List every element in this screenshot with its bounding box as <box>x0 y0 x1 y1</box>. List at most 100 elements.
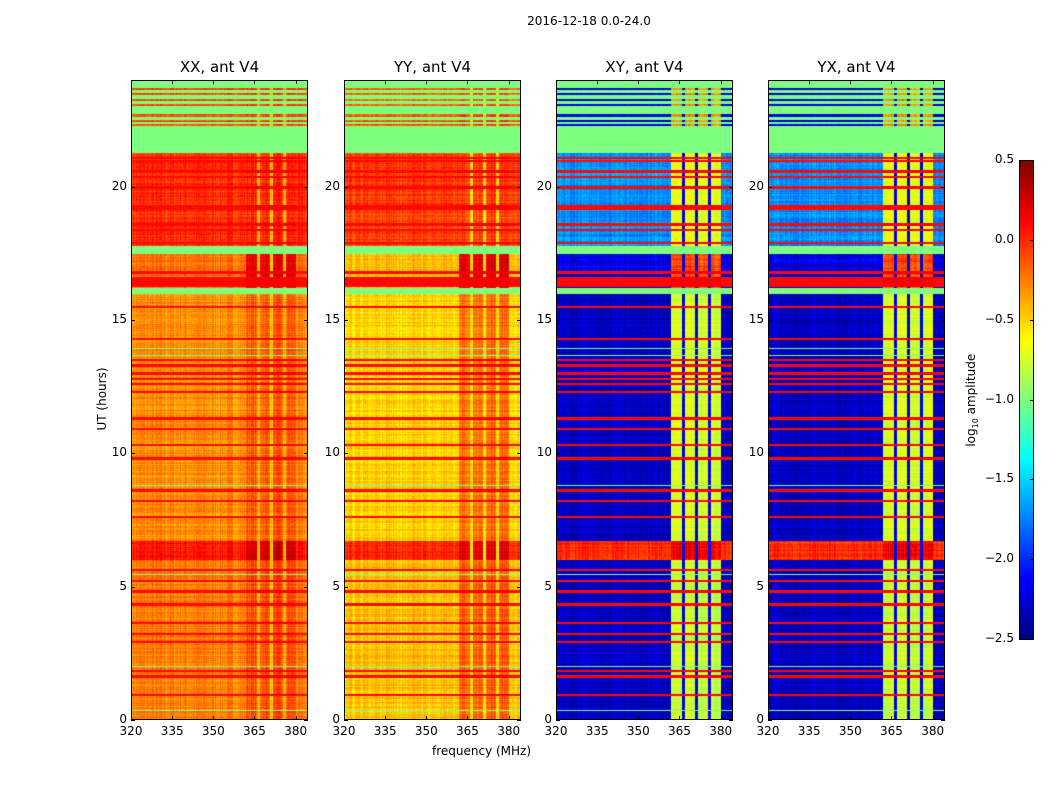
x-tick-label: 380 <box>921 724 945 738</box>
colorbar-tick-label: −2.0 <box>984 551 1014 566</box>
y-tick-mark <box>768 720 772 721</box>
y-tick-mark <box>729 720 733 721</box>
y-tick-mark <box>131 320 135 321</box>
colorbar-gradient <box>1020 161 1033 639</box>
y-tick-label: 20 <box>748 178 764 193</box>
x-tick-mark <box>638 716 640 720</box>
y-tick-mark <box>941 453 945 455</box>
x-tick-mark <box>254 716 256 720</box>
y-tick-mark <box>304 320 308 321</box>
y-tick-label: 10 <box>748 445 764 460</box>
y-tick-mark <box>768 186 772 188</box>
x-tick-mark <box>768 80 769 84</box>
x-tick-mark <box>638 80 640 84</box>
x-tick-label: 365 <box>880 724 903 738</box>
x-axis-label: frequency (MHz) <box>432 744 532 758</box>
x-tick-label: 365 <box>456 724 479 738</box>
x-tick-label: 320 <box>119 724 143 738</box>
x-tick-label: 320 <box>332 724 356 738</box>
x-tick-mark <box>426 716 428 720</box>
colorbar-label-rest: amplitude <box>963 353 978 419</box>
y-tick-mark <box>729 320 733 321</box>
x-tick-mark <box>131 716 132 720</box>
y-tick-label: 5 <box>332 578 340 593</box>
x-tick-label: 320 <box>756 724 780 738</box>
colorbar-tick-mark <box>1030 559 1034 561</box>
x-tick-mark <box>385 716 387 720</box>
x-tick-mark <box>295 80 297 84</box>
y-tick-mark <box>517 453 521 455</box>
y-axis-label: UT (hours) <box>95 367 109 431</box>
panel-title-xx: XX, ant V4 <box>179 58 260 76</box>
y-tick-label: 10 <box>111 445 127 460</box>
y-tick-mark <box>517 320 521 321</box>
x-tick-mark <box>295 716 297 720</box>
y-tick-mark <box>556 186 560 188</box>
y-tick-mark <box>941 186 945 188</box>
x-tick-label: 350 <box>201 724 225 738</box>
x-tick-label: 335 <box>585 724 609 738</box>
panel-title-yx: YX, ant V4 <box>817 58 896 76</box>
colorbar-label-log: log <box>963 428 978 447</box>
x-tick-mark <box>809 80 811 84</box>
x-tick-label: 320 <box>544 724 568 738</box>
y-tick-label: 0 <box>756 712 764 726</box>
x-tick-mark <box>679 80 681 84</box>
y-tick-mark <box>344 586 348 588</box>
heatmap-panel-yx <box>768 80 945 720</box>
panel-title-xy: XY, ant V4 <box>605 58 684 76</box>
y-tick-mark <box>768 453 772 455</box>
y-tick-label: 0 <box>119 712 127 726</box>
colorbar-tick-label: −1.0 <box>984 391 1014 406</box>
colorbar-tick-mark <box>1030 639 1034 640</box>
y-tick-mark <box>941 586 945 588</box>
y-tick-mark <box>768 320 772 321</box>
x-tick-label: 335 <box>797 724 821 738</box>
heatmap-panel-xx <box>131 80 308 720</box>
y-tick-mark <box>517 586 521 588</box>
heatmap-panel-yy <box>344 80 521 720</box>
y-tick-mark <box>556 453 560 455</box>
heatmap-xy <box>557 81 732 719</box>
y-tick-label: 15 <box>111 312 127 326</box>
x-tick-label: 380 <box>284 724 308 738</box>
y-tick-mark <box>131 720 135 721</box>
y-tick-label: 20 <box>536 178 552 193</box>
y-tick-mark <box>344 453 348 455</box>
y-tick-label: 10 <box>536 445 552 460</box>
y-tick-label: 20 <box>324 178 340 193</box>
y-tick-label: 5 <box>544 578 552 593</box>
colorbar-tick-label: −1.5 <box>984 471 1014 486</box>
x-tick-mark <box>891 716 893 720</box>
x-tick-mark <box>467 80 469 84</box>
x-tick-mark <box>508 716 510 720</box>
x-tick-mark <box>679 716 681 720</box>
x-tick-mark <box>213 80 215 84</box>
x-tick-mark <box>850 716 852 720</box>
x-tick-mark <box>556 716 557 720</box>
x-tick-mark <box>720 716 722 720</box>
colorbar-tick-label: 0.5 <box>994 152 1014 166</box>
y-tick-label: 20 <box>111 178 127 193</box>
y-tick-mark <box>556 320 560 321</box>
y-tick-mark <box>344 320 348 321</box>
y-tick-label: 15 <box>536 312 552 326</box>
x-tick-mark <box>597 716 599 720</box>
colorbar-tick-mark <box>1030 319 1034 321</box>
y-tick-label: 5 <box>756 578 764 593</box>
y-tick-mark <box>304 720 308 721</box>
y-tick-mark <box>941 320 945 321</box>
y-tick-mark <box>131 586 135 588</box>
y-tick-mark <box>517 186 521 188</box>
heatmap-panel-xy <box>556 80 733 720</box>
y-tick-mark <box>304 186 308 188</box>
y-tick-mark <box>304 586 308 588</box>
y-tick-mark <box>131 186 135 188</box>
x-tick-mark <box>932 80 934 84</box>
x-tick-label: 365 <box>668 724 691 738</box>
heatmap-yy <box>345 81 520 719</box>
y-tick-mark <box>729 453 733 455</box>
x-tick-mark <box>850 80 852 84</box>
x-tick-mark <box>131 80 132 84</box>
heatmap-xx <box>132 81 307 719</box>
